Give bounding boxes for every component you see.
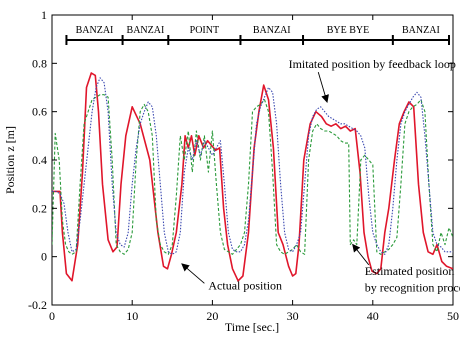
x-tick-label: 30 (287, 309, 299, 323)
y-tick-label: 0.2 (32, 201, 47, 215)
annotation-text: Imitated position by feedback loop (289, 57, 456, 71)
x-tick-label: 50 (447, 309, 459, 323)
annotation-arrow (352, 243, 370, 266)
annotation-arrow (317, 72, 329, 103)
x-tick-label: 0 (49, 309, 55, 323)
y-tick-label: 1 (41, 8, 47, 22)
y-axis-label: Position z [m] (3, 126, 17, 194)
y-tick-label: -0.2 (28, 298, 47, 312)
segment-label: POINT (190, 25, 219, 36)
y-tick-label: 0 (41, 250, 47, 264)
x-tick-label: 10 (126, 309, 138, 323)
annotation-text: by recognition process (365, 281, 460, 295)
y-tick-label: 0.4 (32, 153, 47, 167)
y-tick-label: 0.8 (32, 56, 47, 70)
segment-label: BANZAI (76, 25, 114, 36)
annotation-text: Estimated position (365, 264, 455, 278)
segment-label: BANZAI (402, 25, 440, 36)
annotation-text: Actual position (208, 278, 282, 292)
annotation-arrow (181, 263, 205, 284)
segment-label: BYE BYE (327, 25, 370, 36)
x-axis-label: Time [sec.] (225, 320, 279, 334)
series-layer (52, 72, 453, 282)
x-tick-label: 40 (367, 309, 379, 323)
x-tick-label: 20 (206, 309, 218, 323)
annotations: Imitated position by feedback loop Actual… (181, 57, 460, 295)
segment-bar: BANZAI BANZAI POINT BANZAI BYE BYE BANZAI (65, 25, 450, 45)
segment-label: BANZAI (127, 25, 165, 36)
segment-label: BANZAI (253, 25, 291, 36)
axis-ticks: 0 10 20 30 40 50-0.200.20.40.60.81 (28, 8, 459, 323)
series-line-2 (52, 94, 453, 255)
series-line-3 (52, 77, 453, 255)
y-tick-label: 0.6 (32, 105, 47, 119)
